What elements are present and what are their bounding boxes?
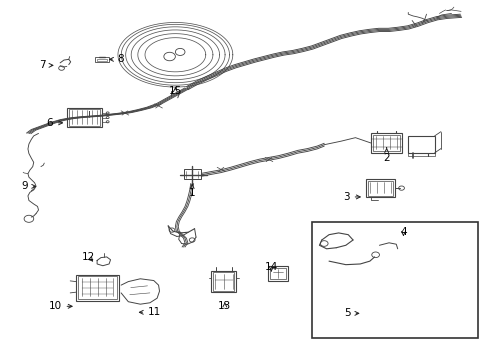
Text: 13: 13 — [218, 301, 231, 311]
Text: 11: 11 — [139, 307, 161, 317]
Bar — [67, 108, 102, 127]
Bar — [270, 268, 286, 279]
Bar — [95, 57, 109, 62]
Bar — [76, 275, 119, 301]
Bar — [97, 59, 107, 61]
Bar — [312, 222, 478, 338]
Bar — [368, 181, 393, 195]
Bar — [408, 153, 435, 156]
Text: 5: 5 — [344, 309, 359, 318]
Text: 10: 10 — [49, 301, 72, 311]
Bar — [408, 136, 435, 153]
Text: 14: 14 — [265, 262, 278, 273]
Bar — [371, 134, 402, 153]
Bar — [78, 276, 117, 299]
Text: 15: 15 — [169, 86, 182, 96]
Text: 3: 3 — [343, 192, 360, 202]
Bar — [373, 135, 400, 152]
Bar — [268, 266, 288, 280]
Text: 1: 1 — [189, 185, 196, 198]
Bar — [184, 170, 201, 179]
Text: 7: 7 — [39, 60, 53, 70]
Bar — [213, 273, 234, 291]
Text: 6: 6 — [46, 118, 63, 128]
Text: 9: 9 — [22, 181, 36, 192]
Text: 4: 4 — [400, 227, 407, 237]
Bar — [211, 271, 236, 292]
Text: 12: 12 — [82, 252, 96, 262]
Text: 8: 8 — [110, 54, 124, 64]
Text: 2: 2 — [383, 148, 390, 163]
Bar — [366, 179, 395, 197]
Bar — [69, 109, 100, 126]
